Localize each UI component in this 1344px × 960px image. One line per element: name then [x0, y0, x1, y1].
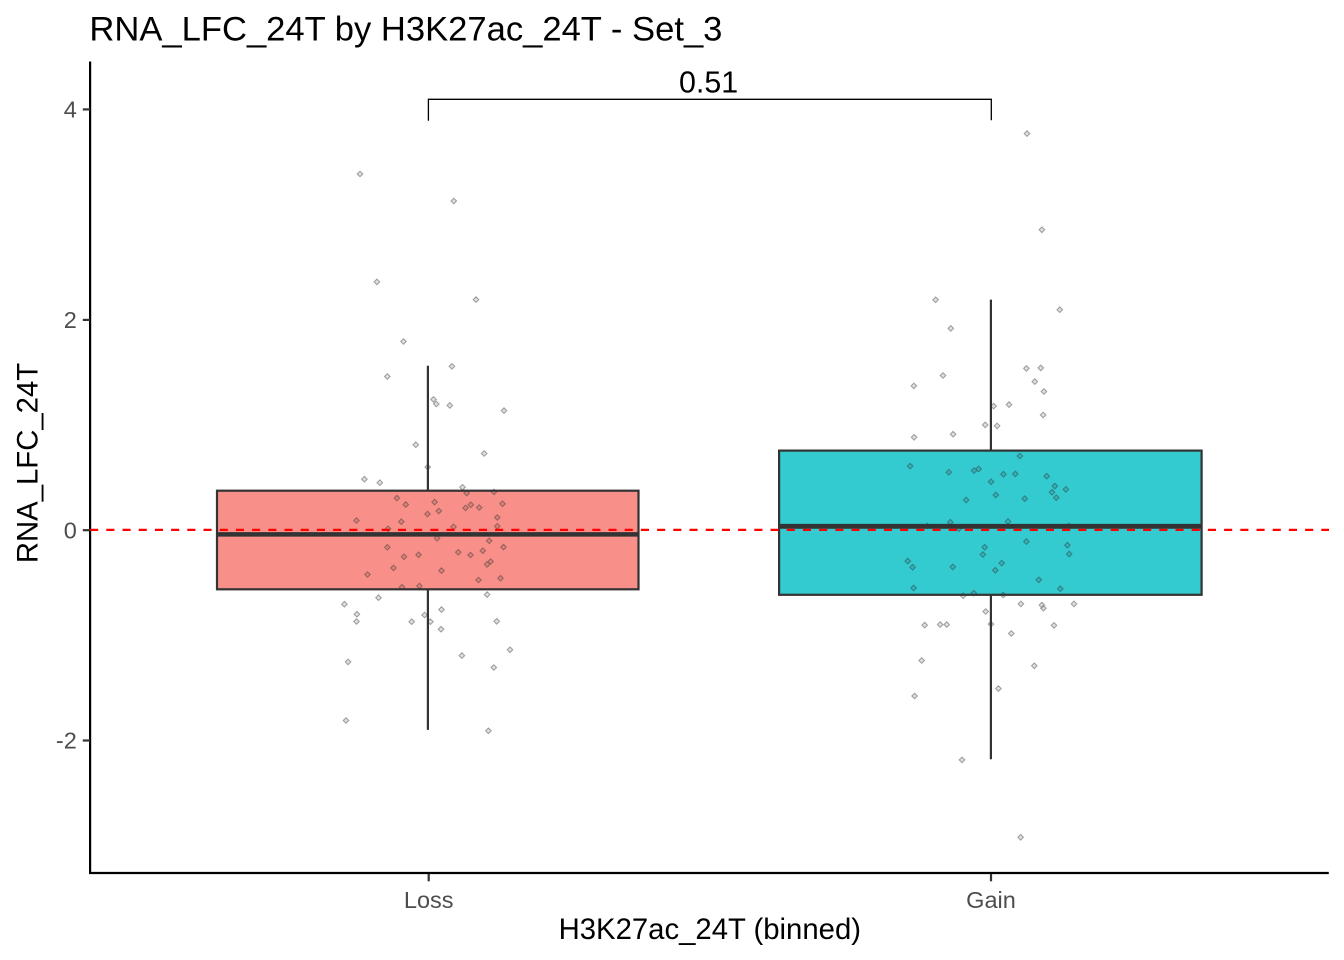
- svg-text:4: 4: [64, 97, 77, 123]
- svg-text:2: 2: [64, 307, 77, 333]
- svg-text:RNA_LFC_24T: RNA_LFC_24T: [12, 363, 45, 563]
- svg-text:H3K27ac_24T (binned): H3K27ac_24T (binned): [559, 913, 861, 946]
- svg-text:0.51: 0.51: [679, 65, 738, 99]
- svg-text:0: 0: [64, 517, 77, 543]
- svg-text:Gain: Gain: [966, 887, 1016, 913]
- svg-text:Loss: Loss: [404, 887, 454, 913]
- svg-text:RNA_LFC_24T by H3K27ac_24T - S: RNA_LFC_24T by H3K27ac_24T - Set_3: [89, 10, 722, 48]
- svg-text:-2: -2: [56, 728, 77, 754]
